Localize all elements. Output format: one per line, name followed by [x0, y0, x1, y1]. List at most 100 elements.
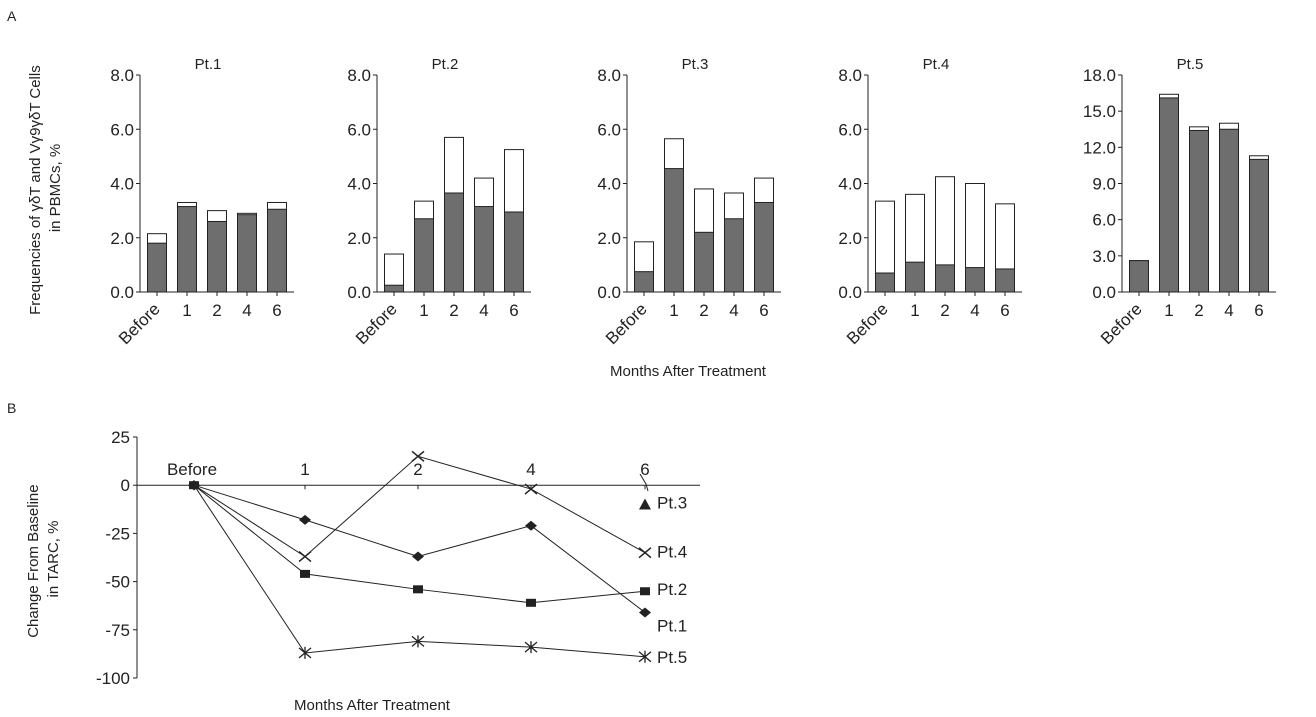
- series-label: Pt.3: [657, 493, 687, 512]
- bar-panel-title: Pt.1: [195, 56, 222, 73]
- bar-vg9: [267, 208, 287, 293]
- y-tick-label: 18.0: [1083, 66, 1116, 85]
- bar-vg9: [147, 242, 167, 293]
- bar-vg9: [875, 272, 895, 293]
- panel-a-ylabel-line1: Frequencies of γδT and Vγ9γδT Cells: [27, 65, 44, 315]
- panel-b-label: B: [7, 400, 16, 416]
- y-tick-label: 4.0: [838, 175, 862, 194]
- x-tick-label: 2: [1194, 301, 1203, 320]
- marker-star: [524, 641, 538, 654]
- series-line: [193, 484, 646, 613]
- x-tick-label: 1: [669, 301, 678, 320]
- bar-panel-1: Pt.1 0.0 2.0 4.0 6.0 8.0 Before 1 2 4 6: [110, 56, 294, 348]
- x-tick-label: 6: [1254, 301, 1263, 320]
- bar-vg9: [1219, 128, 1239, 293]
- y-tick-label: 4.0: [110, 175, 134, 194]
- y-tick-label: 6.0: [110, 120, 134, 139]
- bar-vg9: [207, 220, 227, 293]
- y-tick-label: 6.0: [1092, 211, 1116, 230]
- marker-square: [413, 585, 423, 594]
- bar-panel-3: Pt.3 0.0 2.0 4.0 6.0 8.0 Before 1 2 4 6: [597, 56, 781, 348]
- y-tick-label: 0.0: [597, 283, 621, 302]
- marker-triangle: [639, 498, 651, 510]
- bar-vg9: [177, 206, 197, 293]
- x-tick-label: 4: [526, 460, 535, 479]
- panel-b-ylabel-line1: Change From Baseline: [25, 484, 42, 637]
- bar-vg9: [237, 214, 257, 293]
- y-tick-label: 6.0: [597, 120, 621, 139]
- series-label: Pt.1: [657, 616, 687, 635]
- x-tick-label: 6: [272, 301, 281, 320]
- y-tick-label: -50: [105, 573, 130, 592]
- bar-vg9: [474, 206, 494, 293]
- y-tick-label: 4.0: [597, 175, 621, 194]
- bar-vg9: [414, 218, 434, 293]
- panel-b-ylabel: Change From Baseline in TARC, %: [25, 480, 62, 638]
- marker-x: [638, 547, 652, 559]
- y-tick-label: -25: [105, 524, 130, 543]
- y-tick-label: -75: [105, 621, 130, 640]
- y-tick-label: 3.0: [1092, 247, 1116, 266]
- x-tick-label: 6: [509, 301, 518, 320]
- y-tick-label: 4.0: [347, 175, 371, 194]
- bar-panel-2: Pt.2 0.0 2.0 4.0 6.0 8.0 Before 1 2 4 6: [347, 56, 531, 348]
- y-tick-label: 8.0: [347, 66, 371, 85]
- x-tick-label: 4: [242, 301, 251, 320]
- x-tick-label: 2: [413, 460, 422, 479]
- marker-x: [524, 483, 538, 495]
- bar-vg9: [995, 268, 1015, 293]
- bar-panel-5: Pt.5 0.0 3.0 6.0 9.0 12.0 15.0 18.0 Before 1 2 4 6: [1083, 56, 1276, 348]
- series-label: Pt.5: [657, 648, 687, 667]
- x-tick-label: 2: [940, 301, 949, 320]
- bar-panels: Pt.1 0.0 2.0 4.0 6.0 8.0 Before 1 2 4 6 Pt.2 0.0 2.0 4…: [110, 56, 1276, 348]
- panel-b-xlabel: Months After Treatment: [294, 697, 451, 714]
- bar-vg9: [905, 261, 925, 293]
- bar-panel-title: Pt.3: [682, 56, 709, 73]
- panel-a-label: A: [7, 8, 17, 24]
- y-tick-label: 2.0: [838, 229, 862, 248]
- bar-panel-title: Pt.4: [923, 56, 950, 73]
- bar-panel-title: Pt.2: [432, 56, 459, 73]
- y-tick-label: 0.0: [347, 283, 371, 302]
- bar-vg9: [1129, 260, 1149, 293]
- panel-a-ylabel-line2: in PBMCs, %: [47, 144, 64, 232]
- x-tick-label: 2: [449, 301, 458, 320]
- series-line: [193, 484, 646, 604]
- y-tick-label: 2.0: [110, 229, 134, 248]
- pt3-leader-line: [639, 473, 649, 492]
- panel-a-ylabel: Frequencies of γδT and Vγ9γδT Cells in P…: [27, 61, 64, 315]
- marker-star: [411, 635, 425, 648]
- x-tick-label: 6: [759, 301, 768, 320]
- x-tick-label: 1: [1164, 301, 1173, 320]
- marker-square: [526, 598, 536, 607]
- bar-vg9: [504, 211, 524, 293]
- x-tick-label: 4: [729, 301, 738, 320]
- marker-star: [638, 650, 652, 663]
- x-tick-label: 4: [479, 301, 488, 320]
- x-tick-label: Before: [1097, 299, 1146, 348]
- y-tick-label: 6.0: [347, 120, 371, 139]
- y-tick-label: 0.0: [838, 283, 862, 302]
- series-pt5: Pt.5: [188, 480, 687, 667]
- marker-square: [300, 569, 310, 578]
- x-tick-label: 6: [640, 460, 649, 479]
- marker-x: [298, 550, 312, 563]
- y-tick-label: 0.0: [1092, 283, 1116, 302]
- bar-vg9: [384, 284, 404, 293]
- x-tick-label: Before: [167, 460, 217, 479]
- bar-vg9: [935, 264, 955, 293]
- series-label: Pt.2: [657, 580, 687, 599]
- bar-vg9: [664, 168, 684, 293]
- panel-b-ylabel-line2: in TARC, %: [45, 521, 62, 598]
- x-tick-label: 4: [1224, 301, 1233, 320]
- bar-panel-4: Pt.4 0.0 2.0 4.0 6.0 8.0 Before 1 2 4 6: [838, 56, 1022, 348]
- x-tick-label: 1: [300, 460, 309, 479]
- y-tick-label: 6.0: [838, 120, 862, 139]
- series-line: [193, 484, 646, 658]
- marker-diamond: [299, 514, 311, 525]
- y-tick-label: 8.0: [597, 66, 621, 85]
- marker-diamond: [188, 480, 200, 491]
- bar-vg9: [754, 201, 774, 293]
- bar-vg9: [965, 267, 985, 293]
- x-tick-label: 2: [212, 301, 221, 320]
